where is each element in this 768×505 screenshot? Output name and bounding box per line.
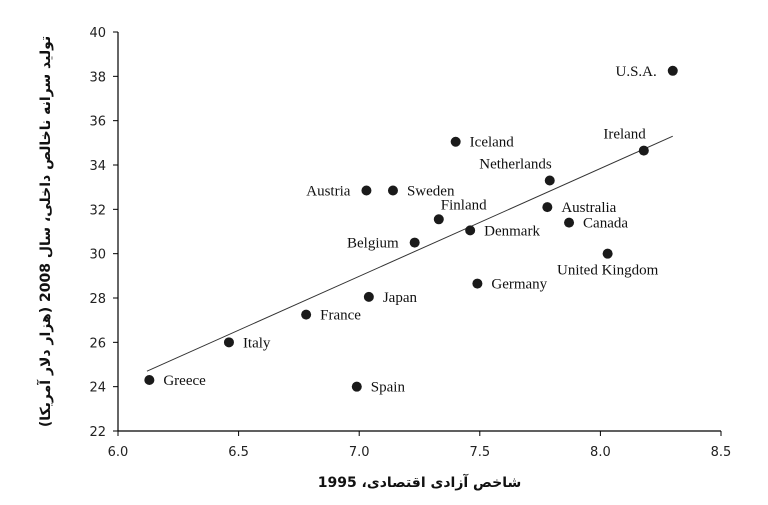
point-label: Canada bbox=[583, 216, 628, 232]
data-point bbox=[450, 136, 461, 147]
data-point bbox=[544, 175, 555, 186]
x-tick-label: 7.0 bbox=[349, 445, 370, 460]
x-tick-label: 6.0 bbox=[108, 445, 129, 460]
y-tick-label: 32 bbox=[89, 203, 106, 218]
point-label: Denmark bbox=[484, 223, 540, 239]
x-tick-label: 6.5 bbox=[228, 445, 249, 460]
point-label: Ireland bbox=[603, 127, 646, 143]
data-point bbox=[387, 185, 398, 196]
y-tick-label: 28 bbox=[89, 292, 106, 307]
point-label: United Kingdom bbox=[557, 263, 659, 279]
point-label: Italy bbox=[243, 335, 271, 351]
data-point bbox=[301, 309, 312, 320]
point-label: Sweden bbox=[407, 183, 455, 199]
data-point bbox=[602, 248, 613, 259]
data-point bbox=[638, 145, 649, 156]
point-label: Australia bbox=[561, 200, 616, 216]
y-tick-label: 34 bbox=[89, 159, 106, 174]
point-label: Spain bbox=[371, 380, 406, 396]
point-label: Japan bbox=[383, 290, 418, 306]
data-point bbox=[409, 237, 420, 248]
y-tick-label: 22 bbox=[89, 425, 106, 440]
x-tick-label: 8.0 bbox=[590, 445, 611, 460]
point-label: Greece bbox=[163, 373, 206, 389]
point-label: France bbox=[320, 308, 361, 324]
point-label: Austria bbox=[306, 183, 351, 199]
data-point bbox=[223, 337, 234, 348]
x-tick-label: 8.5 bbox=[711, 445, 732, 460]
data-point bbox=[465, 225, 476, 236]
x-axis-title: شاخص آزادی اقتصادی، 1995 bbox=[318, 473, 522, 491]
point-label: U.S.A. bbox=[615, 64, 656, 80]
data-point bbox=[542, 202, 553, 213]
y-tick-label: 40 bbox=[89, 26, 106, 41]
point-label: Germany bbox=[491, 277, 547, 293]
y-axis-title: تولید سرانه ناخالص داخلی، سال 2008 (هزار… bbox=[36, 36, 54, 427]
x-tick-label: 7.5 bbox=[469, 445, 490, 460]
y-tick-label: 36 bbox=[89, 115, 106, 130]
data-point bbox=[564, 217, 575, 228]
point-label: Belgium bbox=[347, 236, 399, 252]
y-tick-label: 30 bbox=[89, 248, 106, 263]
trend-line bbox=[146, 135, 673, 372]
data-point bbox=[351, 381, 362, 392]
y-tick-label: 26 bbox=[89, 336, 106, 351]
data-point bbox=[433, 214, 444, 225]
data-point bbox=[144, 375, 155, 386]
data-point bbox=[472, 278, 483, 289]
point-label: Finland bbox=[441, 197, 487, 213]
point-label: Netherlands bbox=[479, 157, 552, 173]
data-point bbox=[667, 65, 678, 76]
data-point bbox=[361, 185, 372, 196]
y-tick-label: 24 bbox=[89, 381, 106, 396]
point-label: Iceland bbox=[470, 135, 515, 151]
data-point bbox=[363, 291, 374, 302]
y-tick-label: 38 bbox=[89, 70, 106, 85]
